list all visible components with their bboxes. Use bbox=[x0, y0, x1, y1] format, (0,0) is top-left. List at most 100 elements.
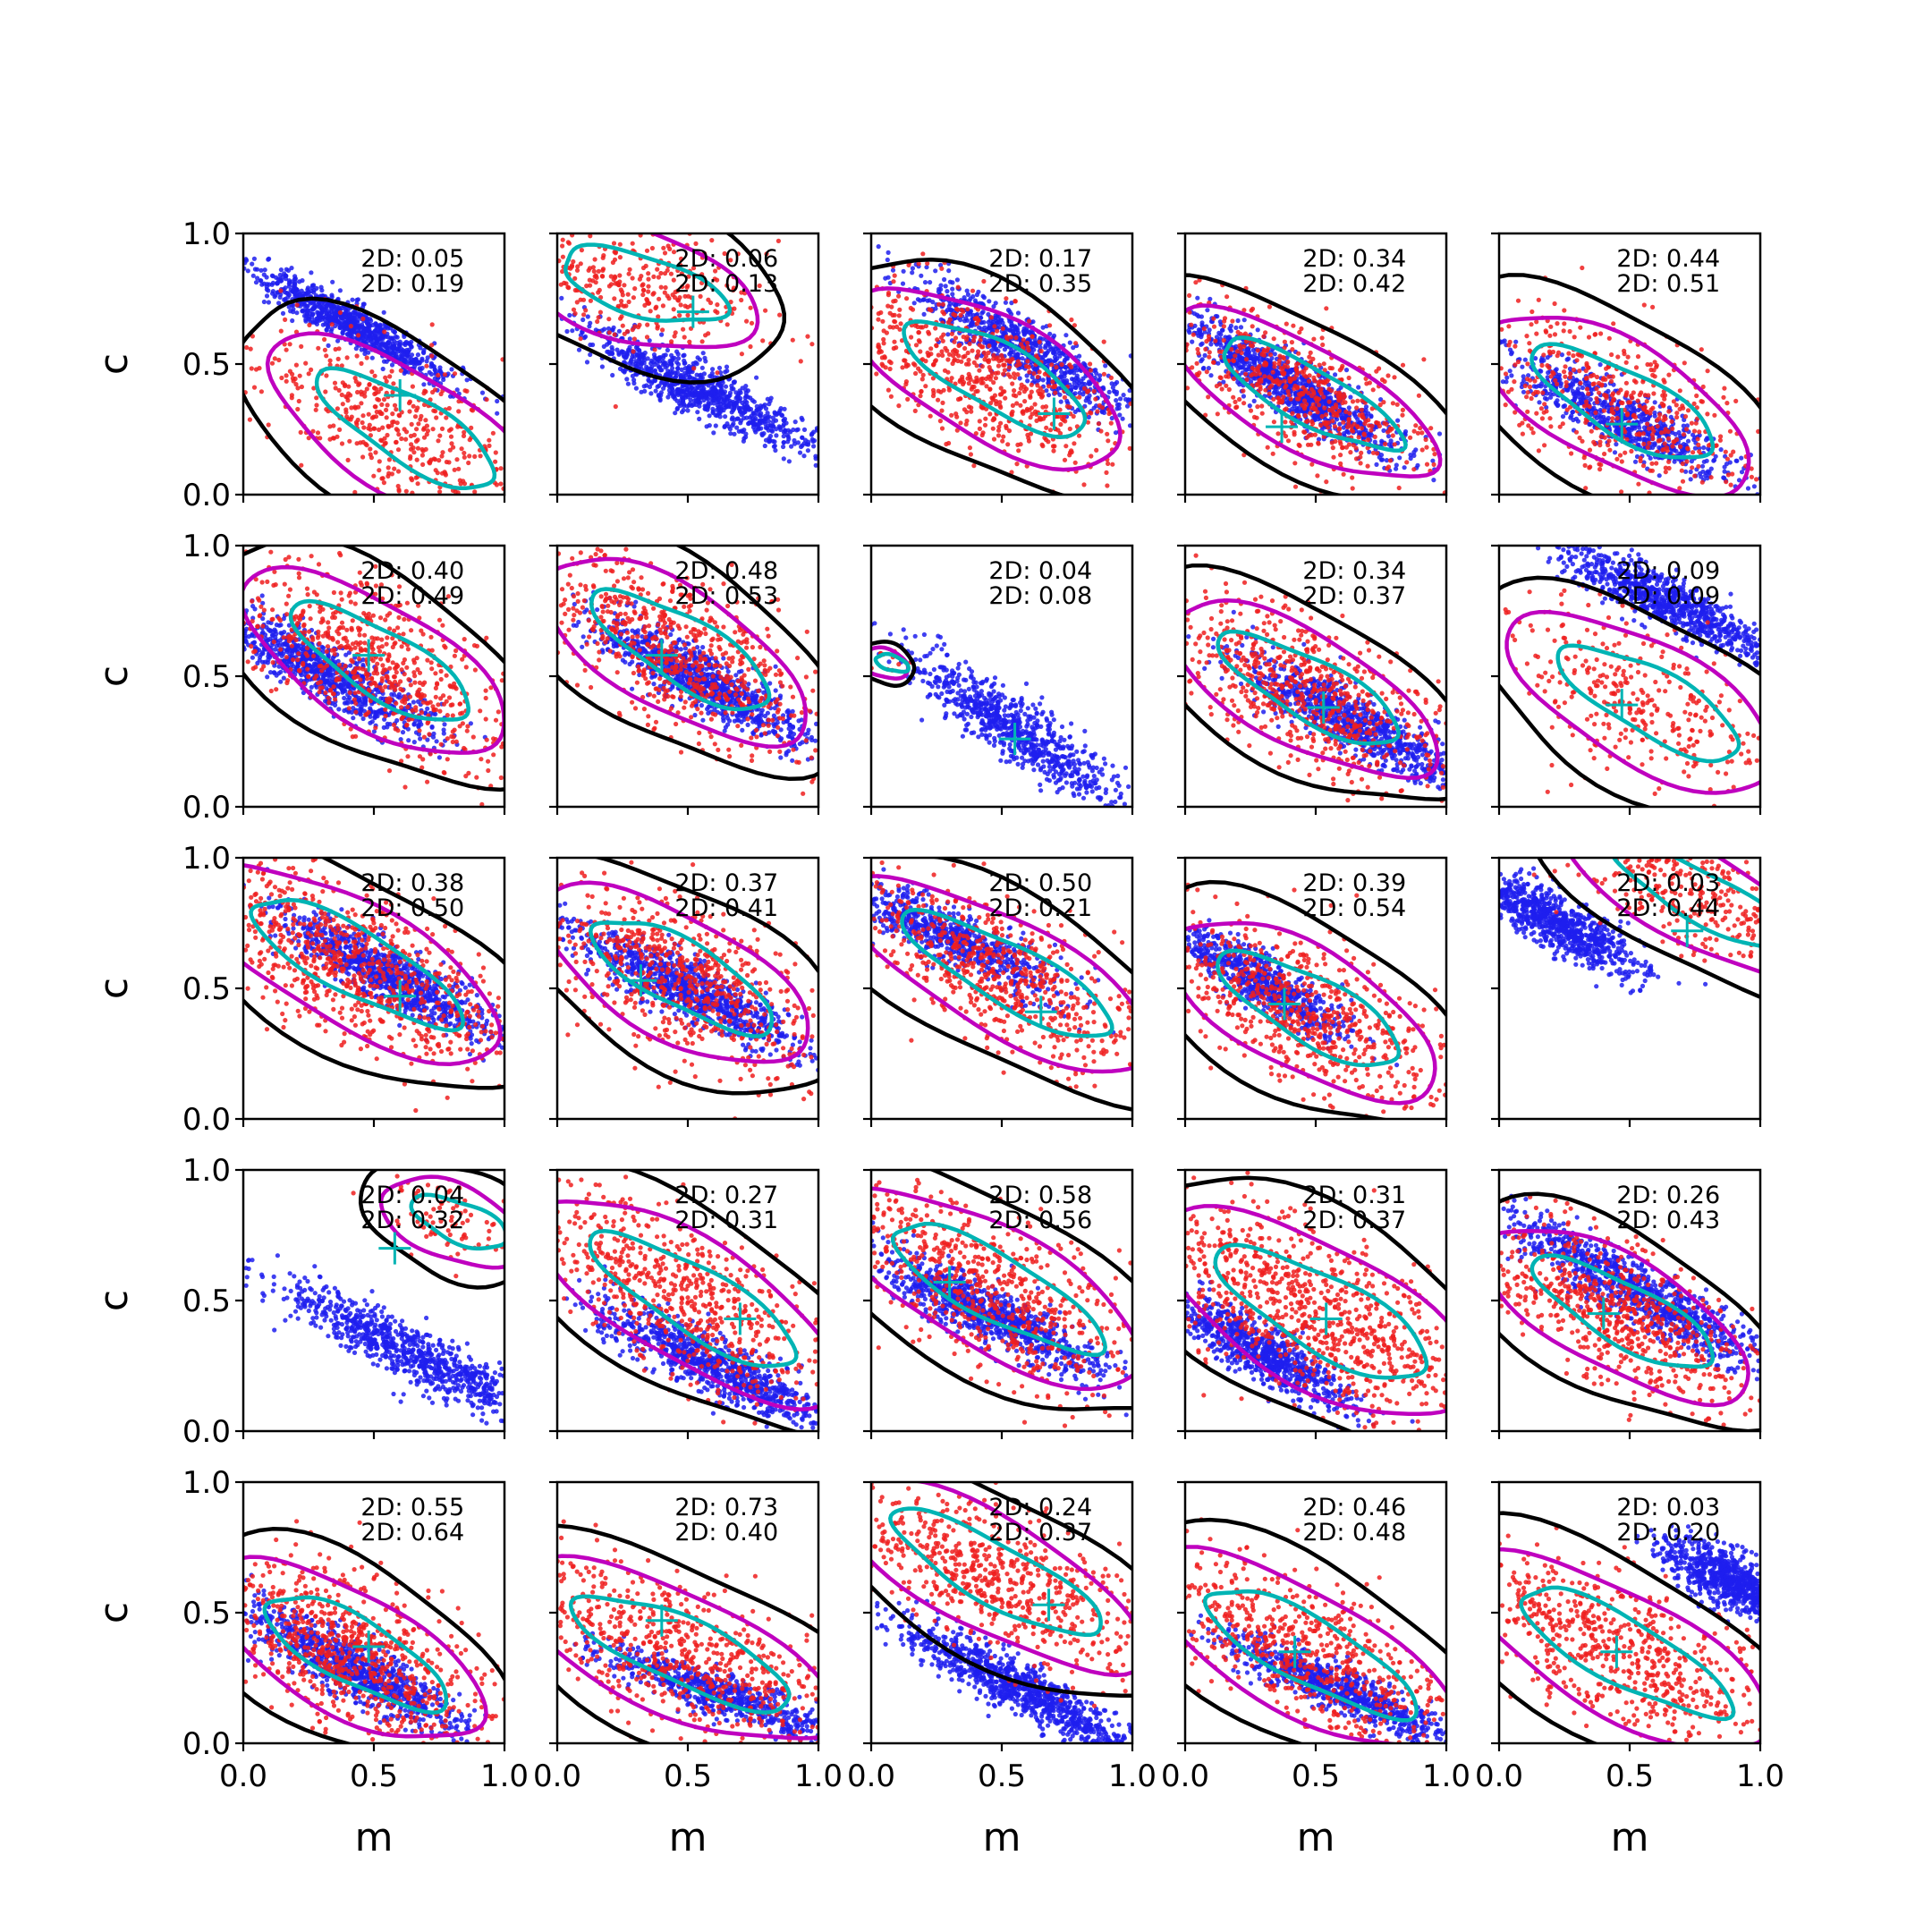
scatter-point bbox=[385, 348, 390, 353]
scatter-point bbox=[438, 391, 444, 397]
scatter-point bbox=[1027, 369, 1032, 375]
scatter-point bbox=[386, 465, 391, 470]
scatter-point bbox=[349, 405, 354, 411]
scatter-point bbox=[673, 411, 678, 416]
scatter-point bbox=[1350, 475, 1355, 480]
scatter-point bbox=[691, 360, 696, 366]
scatter-point bbox=[617, 273, 623, 278]
scatter-point bbox=[1051, 351, 1056, 356]
scatter-point bbox=[991, 380, 996, 386]
scatter-point bbox=[306, 436, 311, 441]
scatter-point bbox=[616, 328, 623, 334]
scatter-point bbox=[1344, 428, 1350, 434]
scatter-point bbox=[747, 420, 752, 426]
scatter-point bbox=[1300, 363, 1305, 369]
scatter-point bbox=[731, 421, 736, 427]
scatter-point bbox=[1018, 442, 1023, 447]
scatter-point bbox=[996, 370, 1001, 376]
scatter-point bbox=[368, 452, 373, 457]
scatter-point bbox=[782, 416, 788, 422]
scatter-point bbox=[380, 366, 386, 372]
scatter-point bbox=[267, 282, 272, 287]
scatter-point bbox=[876, 342, 881, 348]
scatter-point bbox=[1394, 466, 1399, 471]
scatter-point bbox=[1004, 423, 1009, 428]
scatter-point bbox=[691, 366, 697, 371]
scatter-point bbox=[982, 337, 987, 343]
scatter-point bbox=[266, 288, 271, 293]
scatter-point bbox=[283, 317, 288, 322]
scatter-point bbox=[949, 331, 954, 336]
annotation-line-2: 2D: 0.19 bbox=[360, 270, 464, 298]
scatter-point bbox=[323, 318, 328, 323]
scatter-point bbox=[1025, 340, 1030, 345]
scatter-point bbox=[384, 415, 389, 420]
scatter-point bbox=[955, 284, 961, 290]
scatter-point bbox=[1000, 356, 1005, 361]
scatter-point bbox=[1039, 394, 1045, 400]
scatter-point bbox=[1004, 296, 1009, 301]
scatter-point bbox=[979, 301, 985, 306]
scatter-point bbox=[289, 395, 294, 401]
scatter-point bbox=[1235, 318, 1241, 324]
scatter-point bbox=[320, 293, 326, 299]
scatter-point bbox=[619, 302, 624, 308]
scatter-point bbox=[350, 297, 355, 302]
scatter-point bbox=[731, 285, 737, 291]
scatter-point bbox=[756, 411, 761, 417]
scatter-point bbox=[748, 305, 753, 310]
scatter-point bbox=[1000, 326, 1005, 331]
scatter-point bbox=[1369, 406, 1375, 411]
scatter-point bbox=[1095, 409, 1100, 414]
scatter-point bbox=[1127, 423, 1132, 428]
scatter-point bbox=[574, 300, 580, 305]
scatter-point bbox=[484, 397, 489, 402]
scatter-point bbox=[377, 322, 383, 327]
scatter-point bbox=[662, 250, 668, 256]
scatter-point bbox=[897, 307, 902, 312]
scatter-point bbox=[992, 393, 997, 398]
scatter-point bbox=[381, 333, 386, 338]
scatter-point bbox=[648, 391, 654, 396]
scatter-point bbox=[974, 363, 979, 369]
scatter-point bbox=[991, 416, 996, 421]
scatter-point bbox=[360, 316, 366, 321]
scatter-point bbox=[880, 363, 886, 369]
scatter-point bbox=[1114, 398, 1119, 403]
scatter-point bbox=[359, 389, 364, 394]
scatter-point bbox=[1040, 389, 1046, 394]
scatter-point bbox=[887, 325, 893, 330]
scatter-point bbox=[782, 406, 787, 411]
scatter-point bbox=[992, 324, 997, 329]
scatter-point bbox=[392, 351, 397, 356]
scatter-point bbox=[943, 284, 948, 289]
scatter-point bbox=[1043, 352, 1048, 358]
scatter-point bbox=[1388, 438, 1394, 444]
scatter-point bbox=[320, 322, 326, 327]
scatter-point bbox=[372, 373, 377, 378]
scatter-point bbox=[949, 376, 954, 381]
scatter-point bbox=[578, 336, 583, 342]
scatter-point bbox=[631, 354, 637, 360]
scatter-point bbox=[752, 421, 758, 427]
scatter-point bbox=[738, 395, 743, 401]
scatter-point bbox=[930, 376, 936, 381]
scatter-point bbox=[349, 414, 354, 419]
scatter-point bbox=[377, 468, 382, 473]
scatter-point bbox=[359, 401, 364, 406]
scatter-point bbox=[1302, 410, 1308, 415]
scatter-point bbox=[1199, 341, 1205, 346]
scatter-point bbox=[255, 275, 260, 281]
scatter-point bbox=[581, 312, 587, 318]
scatter-point bbox=[1234, 349, 1240, 354]
scatter-point bbox=[1018, 402, 1023, 408]
scatter-point bbox=[324, 327, 329, 333]
scatter-point bbox=[369, 355, 375, 360]
scatter-point bbox=[619, 289, 625, 294]
scatter-point bbox=[1241, 318, 1247, 323]
scatter-point bbox=[713, 423, 718, 428]
scatter-point bbox=[356, 323, 362, 328]
scatter-point bbox=[1093, 396, 1098, 402]
scatter-point bbox=[1367, 432, 1372, 437]
scatter-point bbox=[335, 406, 340, 411]
